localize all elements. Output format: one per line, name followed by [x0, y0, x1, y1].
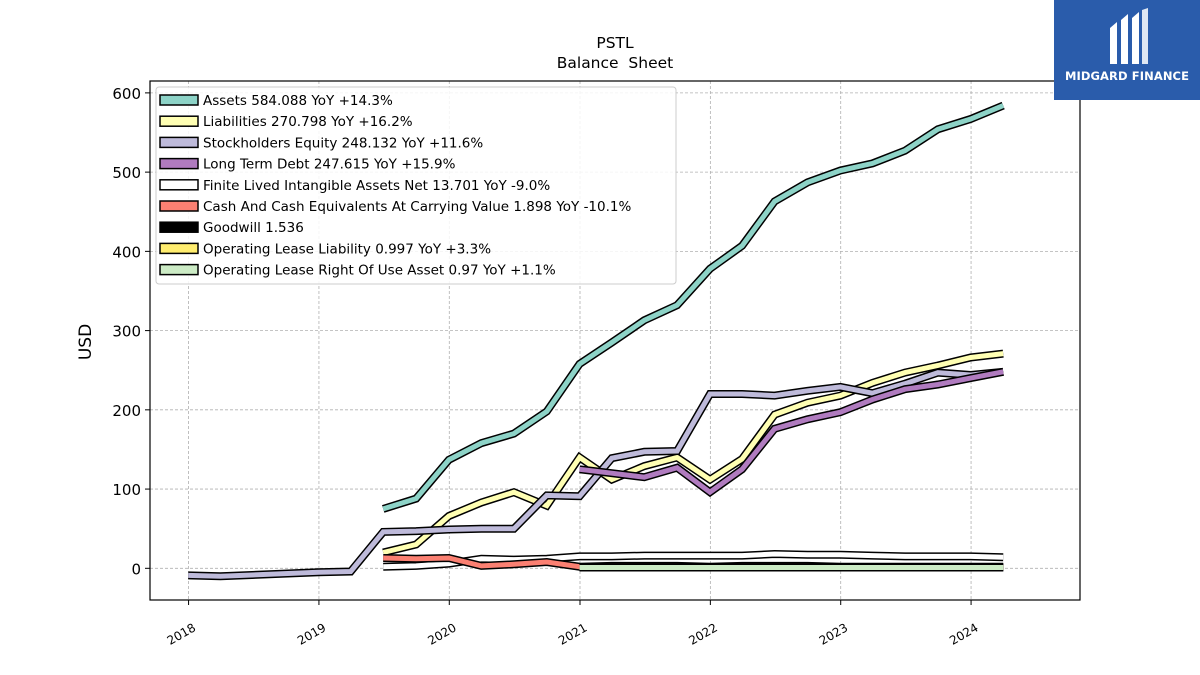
series-finite-lived-intangible-assets-net: [383, 549, 1004, 571]
y-axis-label: USD: [76, 324, 96, 360]
legend-label: Operating Lease Liability 0.997 YoY +3.3…: [203, 241, 491, 257]
legend-swatch: [159, 263, 199, 276]
legend-item: Operating Lease Liability 0.997 YoY +3.3…: [159, 241, 491, 257]
y-tick-label: 600: [112, 85, 141, 103]
legend: Assets 584.088 YoY +14.3% Liabilities 270…: [155, 86, 677, 285]
x-tick-label: 2019: [295, 620, 328, 647]
legend-item: Long Term Debt 247.615 YoY +15.9%: [159, 157, 456, 173]
y-tick-label: 200: [112, 402, 141, 420]
midgard-finance-logo: MIDGARD FINANCE: [1054, 0, 1200, 100]
legend-label: Cash And Cash Equivalents At Carrying Va…: [203, 199, 631, 215]
x-tick-label: 2022: [686, 620, 719, 647]
x-tick-label: 2024: [947, 620, 980, 647]
legend-item: Cash And Cash Equivalents At Carrying Va…: [159, 199, 631, 215]
legend-item: Goodwill 1.536: [159, 220, 304, 236]
x-tick-label: 2020: [425, 620, 458, 647]
y-tick-label: 500: [112, 164, 141, 182]
logo-brand-name: MIDGARD FINANCE: [1064, 69, 1190, 83]
legend-swatch: [159, 200, 199, 212]
series-line: [188, 369, 1004, 579]
series-line: [382, 351, 1004, 555]
legend-label: Finite Lived Intangible Assets Net 13.70…: [203, 178, 550, 194]
legend-label: Operating Lease Right Of Use Asset 0.97 …: [203, 263, 556, 279]
legend-item: Finite Lived Intangible Assets Net 13.70…: [159, 178, 550, 194]
legend-item: Liabilities 270.798 YoY +16.2%: [159, 114, 413, 130]
legend-item: Assets 584.088 YoY +14.3%: [159, 93, 393, 109]
series-line: [382, 103, 1005, 512]
plot-frame: [149, 80, 1081, 601]
series-stockholders-equity: [188, 367, 1004, 581]
chart-title: PSTL: [596, 34, 634, 52]
chart-subtitle: Balance Sheet: [557, 54, 674, 72]
y-tick-label: 100: [112, 481, 141, 499]
legend-swatch: [159, 221, 199, 233]
legend-swatch: [159, 179, 199, 191]
legend-label: Assets 584.088 YoY +14.3%: [203, 93, 393, 109]
legend-swatch: [159, 94, 199, 106]
series-line: [383, 551, 1004, 570]
series-line: [579, 369, 1004, 496]
legend-label: Long Term Debt 247.615 YoY +15.9%: [203, 157, 456, 173]
legend-box: [155, 86, 677, 285]
legend-swatch: [159, 242, 199, 255]
series-long-term-debt: [579, 367, 1004, 498]
x-tick-label: 2018: [165, 620, 198, 647]
y-tick-label: 300: [112, 323, 141, 341]
legend-swatch: [159, 157, 199, 170]
legend-swatch: [159, 115, 199, 127]
midgard-monogram-icon: [1110, 8, 1148, 64]
series-layer: [188, 101, 1005, 581]
y-tick-label: 400: [112, 243, 141, 261]
series-assets: [382, 101, 1005, 513]
y-tick-label: 0: [131, 560, 141, 578]
legend-item: Operating Lease Right Of Use Asset 0.97 …: [159, 263, 556, 279]
series-liabilities: [382, 349, 1004, 557]
legend-item: Stockholders Equity 248.132 YoY +11.6%: [159, 135, 483, 151]
legend-swatch: [159, 136, 199, 149]
x-tick-label: 2023: [817, 620, 850, 647]
legend-label: Liabilities 270.798 YoY +16.2%: [203, 114, 413, 130]
legend-label: Stockholders Equity 248.132 YoY +11.6%: [203, 135, 483, 151]
legend-label: Goodwill 1.536: [203, 220, 304, 236]
x-tick-label: 2021: [556, 620, 589, 647]
